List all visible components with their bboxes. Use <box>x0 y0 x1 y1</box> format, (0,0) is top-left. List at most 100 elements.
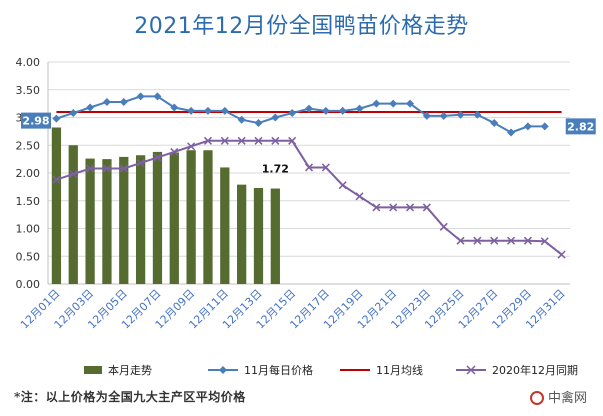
y-tick-label: 2.50 <box>16 139 41 152</box>
y-tick-label: 0.00 <box>16 278 41 291</box>
point-2020 <box>102 164 111 173</box>
data-label-last: 2.82 <box>567 120 594 133</box>
point-2020 <box>203 136 212 145</box>
footnote: *注：以上价格为全国九大主产区平均价格 <box>14 390 246 404</box>
y-tick-label: 4.00 <box>16 56 41 69</box>
point-2020 <box>372 203 381 212</box>
point-daily <box>355 104 364 113</box>
point-daily <box>86 103 95 112</box>
point-daily <box>372 99 381 108</box>
point-2020 <box>456 236 465 245</box>
point-2020 <box>119 164 128 173</box>
bar <box>135 155 146 284</box>
point-2020 <box>422 203 431 212</box>
point-daily <box>187 106 196 115</box>
point-daily <box>237 115 246 124</box>
legend-swatch-2020 <box>456 365 486 375</box>
point-2020 <box>338 181 347 190</box>
data-label-first: 2.98 <box>22 115 49 128</box>
y-tick-label: 2.00 <box>16 167 41 180</box>
legend-label-daily: 11月每日价格 <box>244 364 313 377</box>
point-daily <box>389 99 398 108</box>
point-daily <box>254 119 263 128</box>
watermark-text: 中禽网 <box>548 391 588 406</box>
bar <box>237 184 247 284</box>
point-2020 <box>389 203 398 212</box>
legend-swatch-daily <box>208 366 238 374</box>
bar <box>102 159 112 284</box>
point-daily <box>422 111 431 120</box>
point-2020 <box>439 222 448 231</box>
point-2020 <box>490 236 499 245</box>
data-label-last-bar: 1.72 <box>262 163 289 176</box>
point-daily <box>203 106 212 115</box>
point-2020 <box>507 236 516 245</box>
point-2020 <box>187 142 196 151</box>
point-daily <box>490 119 499 128</box>
point-2020 <box>170 147 179 156</box>
legend-item-bar: 本月走势 <box>84 360 152 380</box>
point-daily <box>52 114 61 123</box>
data-label-first-box <box>21 112 51 129</box>
point-daily <box>473 110 482 119</box>
point-2020 <box>254 136 263 145</box>
series-line-2020 <box>56 139 563 256</box>
bar <box>220 167 230 284</box>
legend-label-2020: 2020年12月同期 <box>492 364 578 377</box>
point-2020 <box>288 136 297 145</box>
legend: 本月走势 11月每日价格 11月均线 2020年12月同期 <box>0 360 603 380</box>
legend-swatch-avg <box>340 369 370 371</box>
point-daily <box>507 128 516 137</box>
point-daily <box>406 99 415 108</box>
legend-label-bar: 本月走势 <box>108 364 152 377</box>
bar <box>51 127 62 285</box>
bar <box>169 152 179 284</box>
series-line-daily <box>56 95 545 134</box>
point-daily <box>338 106 347 115</box>
chart-title: 2021年12月份全国鸭苗价格走势 <box>134 14 469 39</box>
legend-label-avg: 11月均线 <box>376 364 423 377</box>
point-2020 <box>540 237 549 246</box>
point-2020 <box>86 164 95 173</box>
legend-item-avg: 11月均线 <box>340 360 423 380</box>
point-2020 <box>304 163 314 172</box>
point-daily <box>523 122 532 131</box>
bar <box>152 151 163 284</box>
bar <box>85 158 95 284</box>
point-2020 <box>321 163 330 172</box>
point-2020 <box>69 170 78 179</box>
point-daily <box>170 103 179 112</box>
point-2020 <box>523 236 532 245</box>
point-daily <box>540 122 549 131</box>
point-daily <box>288 109 297 118</box>
bar <box>186 150 196 284</box>
bar <box>68 145 78 284</box>
legend-item-daily: 11月每日价格 <box>208 360 313 380</box>
point-2020 <box>355 192 364 201</box>
point-2020 <box>237 136 246 145</box>
point-daily <box>102 97 111 106</box>
point-daily <box>271 113 280 122</box>
point-2020 <box>52 175 61 184</box>
bar <box>253 187 264 284</box>
point-daily <box>456 110 465 119</box>
watermark: 中禽网 <box>530 387 587 406</box>
point-2020 <box>557 250 566 259</box>
point-2020 <box>473 236 482 245</box>
point-daily <box>305 104 313 113</box>
point-daily <box>220 106 229 115</box>
point-daily <box>136 92 145 101</box>
y-tick-label: 3.50 <box>16 84 41 97</box>
point-2020 <box>271 136 280 145</box>
point-2020 <box>406 203 415 212</box>
legend-item-2020: 2020年12月同期 <box>456 360 578 380</box>
legend-swatch-bar <box>84 366 102 374</box>
point-daily <box>153 92 162 101</box>
bar <box>119 156 129 284</box>
point-daily <box>69 109 78 118</box>
point-daily <box>321 106 330 115</box>
point-2020 <box>153 153 162 162</box>
point-daily <box>119 97 128 106</box>
